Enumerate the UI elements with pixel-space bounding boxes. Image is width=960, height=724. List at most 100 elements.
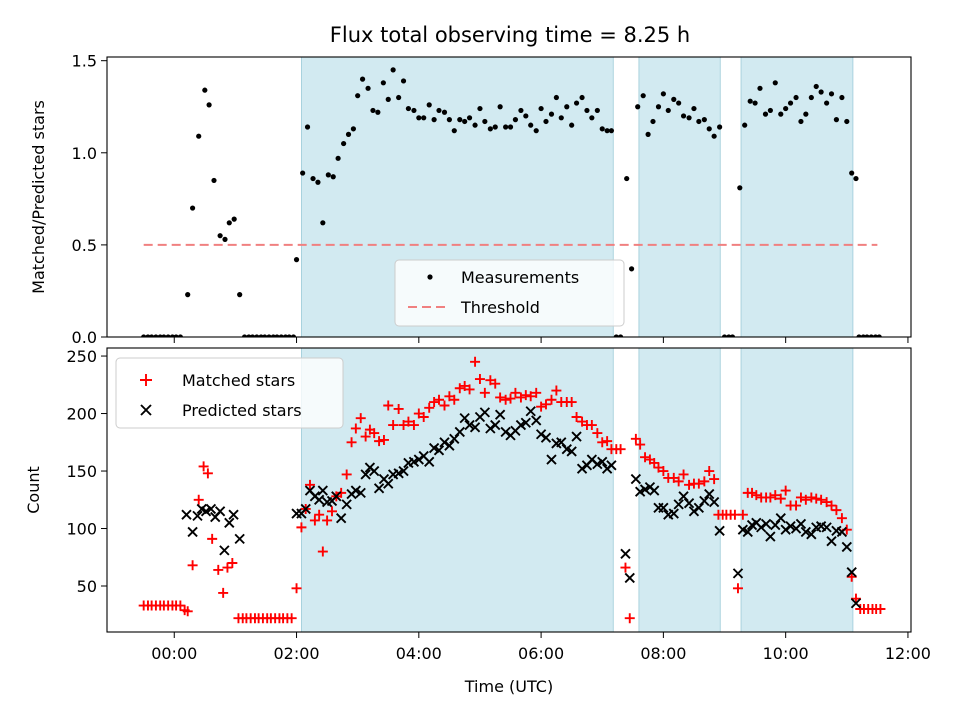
measurement-point <box>757 85 763 91</box>
matched-star-point <box>449 394 460 405</box>
predicted-star-point <box>224 517 235 528</box>
measurement-point <box>676 100 682 106</box>
measurement-point <box>660 91 666 97</box>
measurement-point <box>528 122 534 128</box>
matched-star-point <box>187 560 198 571</box>
x-tick-label: 02:00 <box>273 644 319 663</box>
measurement-point <box>717 124 723 130</box>
matched-star-point <box>699 476 710 487</box>
matched-star-point <box>816 494 827 505</box>
measurement-point <box>579 94 585 101</box>
y-tick-label: 150 <box>66 462 97 481</box>
axes-frame <box>106 56 912 338</box>
predicted-star-point <box>775 512 786 524</box>
measurement-point <box>808 94 814 101</box>
measurement-point <box>262 334 268 337</box>
matched-star-point <box>780 485 791 496</box>
predicted-star-point <box>826 535 837 547</box>
measurement-point <box>202 87 208 93</box>
measurement-point <box>211 177 217 184</box>
matched-star-point <box>624 613 635 624</box>
x-axis-label: Time (UTC) <box>464 677 553 696</box>
measurement-point <box>206 102 212 108</box>
predicted-star-point <box>228 509 239 520</box>
predicted-star-point <box>317 485 328 496</box>
predicted-star-point <box>841 541 852 553</box>
matched-star-point <box>566 397 577 408</box>
predicted-star-point <box>658 502 669 513</box>
predicted-star-point <box>785 521 796 532</box>
matched-star-point <box>505 393 516 404</box>
legend: Measurements Threshold <box>394 259 625 327</box>
measurement-point <box>355 93 361 99</box>
predicted-star-point <box>756 522 767 533</box>
matched-star-point <box>540 399 551 410</box>
matched-star-point <box>875 604 886 615</box>
measurement-point <box>370 107 376 114</box>
predicted-star-point <box>597 456 608 468</box>
measurement-point <box>787 100 794 106</box>
measurement-point <box>293 257 300 263</box>
predicted-star-point <box>531 415 542 426</box>
measurement-point <box>512 117 519 123</box>
matched-star-point <box>775 493 786 504</box>
matched-star-point <box>510 387 521 398</box>
measurement-point <box>833 117 840 123</box>
measurement-point <box>803 111 809 117</box>
measurement-point <box>752 100 758 106</box>
measurement-point <box>330 174 336 180</box>
measurement-point <box>436 107 442 114</box>
measurement-point <box>400 78 407 84</box>
y-tick-label: 250 <box>66 347 97 366</box>
matched-star-point <box>213 564 224 575</box>
measurement-point <box>864 334 870 337</box>
legend-measurements-label: Measurements <box>461 268 579 287</box>
matched-star-point <box>479 387 490 398</box>
matched-star-point <box>291 583 302 594</box>
matched-star-point <box>454 383 465 394</box>
measurement-point <box>608 128 615 134</box>
matched-star-point <box>678 469 689 480</box>
measurement-point <box>613 334 619 337</box>
measurement-point <box>421 115 427 121</box>
matched-star-point <box>408 420 419 431</box>
shaded-interval-2 <box>740 347 854 633</box>
predicted-star-point <box>485 423 496 434</box>
measurement-point <box>487 126 493 132</box>
matched-star-point <box>304 479 315 490</box>
legend-matched-marker <box>140 374 152 386</box>
measurement-point <box>431 117 437 123</box>
predicted-star-point <box>714 525 725 536</box>
predicted-star-point <box>576 463 588 474</box>
measurement-point <box>742 122 748 128</box>
measurement-point <box>564 104 570 110</box>
predicted-star-point <box>360 469 371 480</box>
measurement-point <box>196 133 202 139</box>
matched-star-point <box>791 500 802 511</box>
measurement-point <box>375 109 381 115</box>
predicted-star-point <box>821 522 832 533</box>
matched-star-point <box>765 492 776 503</box>
measurement-point <box>645 131 651 137</box>
predicted-star-point <box>187 526 198 538</box>
measurement-point <box>762 111 769 117</box>
predicted-star-point <box>688 506 700 517</box>
predicted-star-point <box>398 465 409 477</box>
predicted-star-point <box>494 409 506 420</box>
measurement-point <box>217 233 223 239</box>
measurement-point <box>655 104 662 110</box>
matched-star-point <box>350 423 361 434</box>
measurement-point <box>671 96 677 102</box>
y-tick-label: 1.5 <box>72 52 97 71</box>
predicted-star-point <box>668 508 679 519</box>
measurement-point <box>635 104 641 110</box>
measurement-point <box>507 124 514 130</box>
matched-star-point <box>515 392 526 403</box>
predicted-star-point <box>630 473 642 485</box>
measurement-point <box>457 117 463 123</box>
measurement-point <box>624 175 630 182</box>
measurement-point <box>604 128 610 134</box>
x-tick-label: 10:00 <box>763 644 809 663</box>
matched-star-point <box>474 374 485 385</box>
